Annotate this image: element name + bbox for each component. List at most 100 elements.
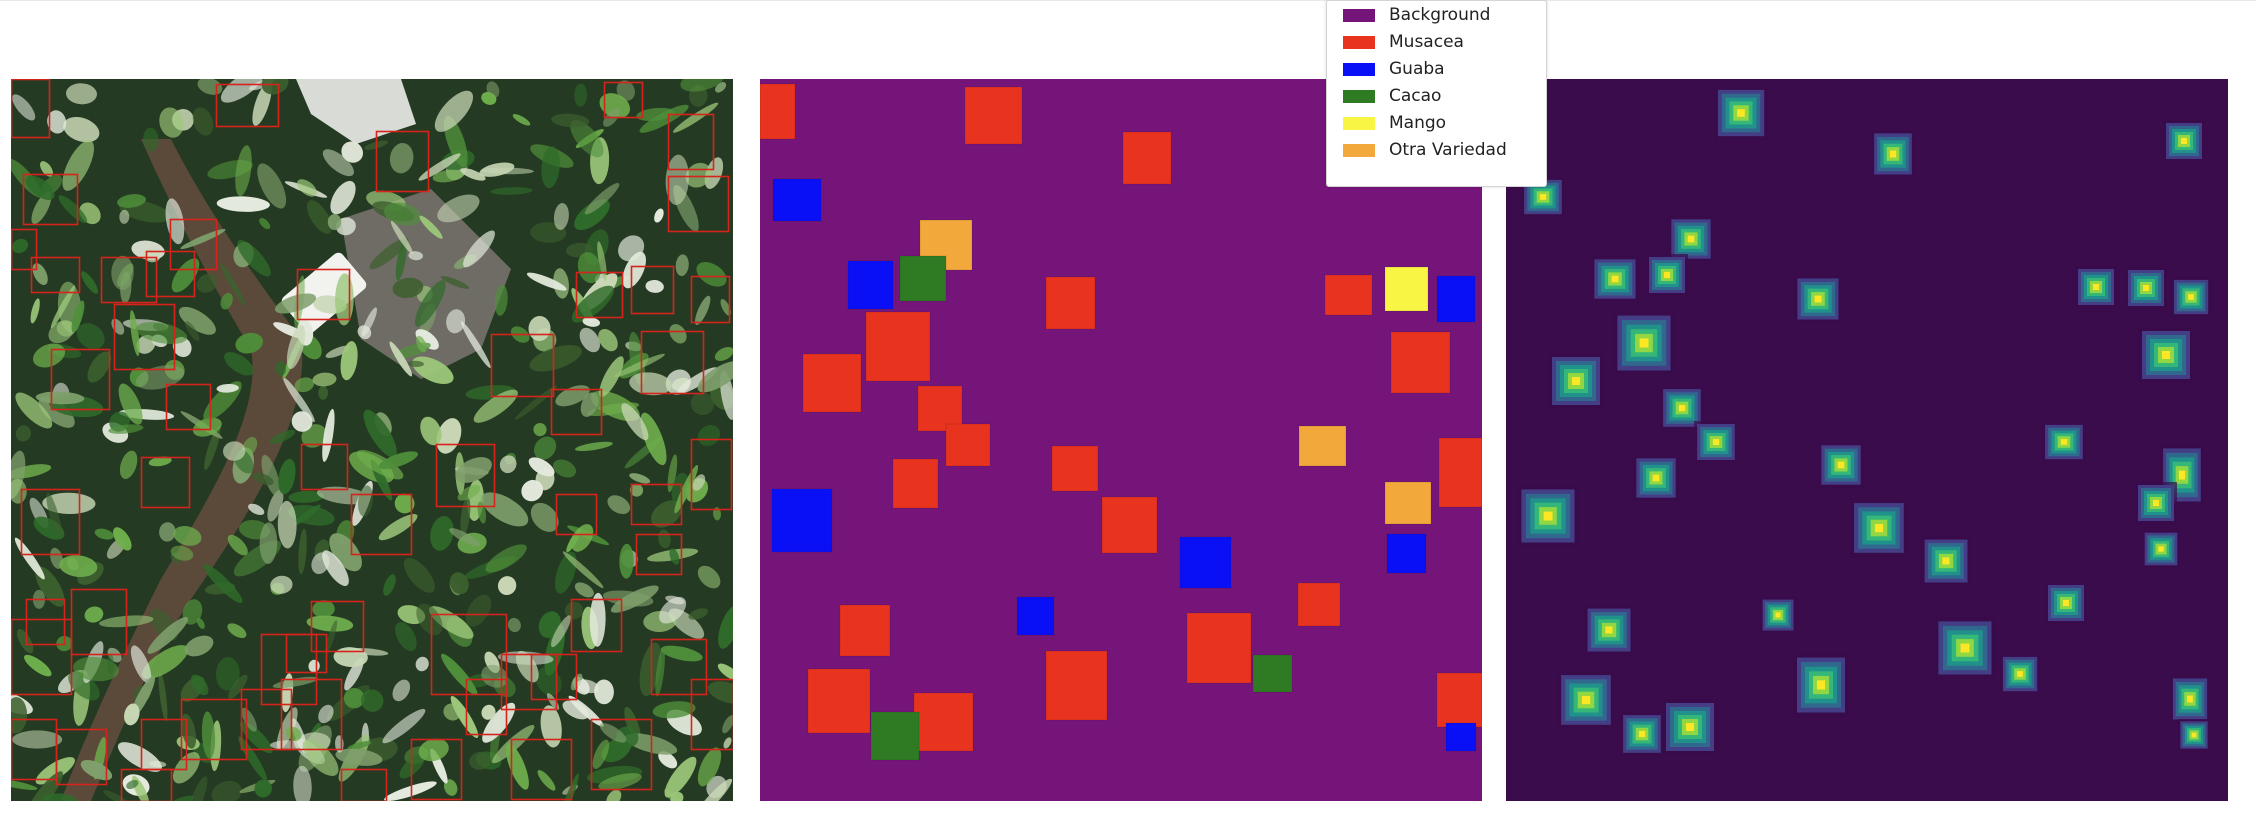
- mask-region-mus: [1436, 672, 1482, 728]
- legend-swatch: [1343, 62, 1375, 76]
- heat-peak: [1557, 671, 1615, 729]
- detection-box: [215, 83, 280, 128]
- heat-peak: [1694, 421, 1738, 463]
- heat-peak: [1934, 617, 1996, 679]
- vehicle: [281, 252, 367, 334]
- detection-box: [603, 81, 644, 119]
- legend-label: Guaba: [1389, 59, 1445, 79]
- legend-item-cacao: Cacao: [1327, 83, 1441, 109]
- mask-region-man: [1384, 266, 1429, 312]
- heat-peak: [2170, 675, 2210, 723]
- aerial-image-with-boxes: [11, 79, 733, 801]
- legend-swatch: [1343, 116, 1375, 130]
- detection-box: [169, 218, 218, 271]
- detection-box: [113, 303, 176, 371]
- detection-box: [285, 633, 328, 674]
- mask-region-otr: [1384, 481, 1432, 525]
- detection-box: [240, 688, 293, 751]
- mask-region-mus: [839, 604, 891, 657]
- heat-peak: [2075, 266, 2117, 308]
- heat-peak: [2138, 327, 2194, 383]
- detection-box: [296, 268, 351, 321]
- detection-box: [180, 698, 248, 761]
- legend-item-otra-variedad: Otra Variedad: [1327, 137, 1507, 163]
- legend-label: Mango: [1389, 113, 1447, 133]
- detection-box: [25, 598, 66, 646]
- detection-box: [100, 256, 158, 304]
- class-legend: Background Musacea Guaba Cacao Mango Otr…: [1326, 0, 1547, 187]
- heat-peak: [2045, 582, 2087, 624]
- legend-label: Musacea: [1389, 32, 1464, 52]
- detection-box: [300, 443, 349, 491]
- detection-box: [630, 483, 683, 526]
- detection-box: [667, 175, 730, 233]
- detection-box: [640, 330, 705, 395]
- mask-region-gua: [1436, 275, 1476, 323]
- mask-region-mus: [945, 423, 991, 467]
- mask-region-mus: [1438, 437, 1482, 508]
- heatmap-panel: [1506, 79, 2228, 801]
- detection-box: [500, 653, 558, 711]
- heat-peak: [2000, 654, 2040, 694]
- heat-peak: [1850, 499, 1908, 557]
- mask-region-gua: [847, 260, 894, 310]
- mask-region-mus: [913, 692, 974, 752]
- mask-region-mus: [802, 353, 862, 413]
- heat-peak: [2135, 482, 2177, 524]
- detection-box: [140, 456, 191, 509]
- detection-box: [11, 79, 51, 139]
- heat-peak: [1646, 254, 1688, 296]
- detection-box: [575, 271, 624, 319]
- detection-box: [630, 265, 675, 315]
- mask-region-gua: [772, 178, 822, 222]
- mask-region-mus: [760, 83, 796, 140]
- heat-peak: [1517, 485, 1579, 547]
- heat-peak: [1584, 605, 1634, 655]
- heat-peak: [1633, 455, 1679, 501]
- heat-peak: [1921, 536, 1971, 586]
- detection-box: [280, 678, 343, 751]
- heat-peak: [1613, 311, 1675, 375]
- mask-region-mus: [865, 311, 931, 382]
- legend-label: Background: [1389, 5, 1491, 25]
- heat-peak: [1662, 699, 1718, 755]
- mask-region-gua: [1386, 533, 1427, 574]
- mask-region-otr: [1298, 425, 1347, 467]
- heat-peak: [1818, 442, 1864, 488]
- heat-peak: [1760, 597, 1796, 633]
- mask-region-gua: [1445, 722, 1477, 752]
- mask-region-gua: [1016, 596, 1055, 636]
- mask-region-mus: [1051, 445, 1099, 492]
- heat-peak: [1548, 353, 1604, 409]
- mask-region-mus: [1186, 612, 1252, 684]
- legend-swatch: [1343, 8, 1375, 22]
- detection-box: [667, 113, 715, 171]
- mask-region-gua: [771, 488, 833, 553]
- detection-box: [120, 768, 173, 801]
- mask-region-mus: [964, 86, 1023, 145]
- top-border-line: [0, 0, 2256, 1]
- heat-peak: [1660, 386, 1704, 430]
- detection-box: [435, 443, 496, 508]
- detection-box: [690, 678, 733, 751]
- legend-swatch: [1343, 35, 1375, 49]
- detection-box: [350, 493, 413, 556]
- detection-box: [30, 256, 81, 294]
- mask-region-mus: [917, 385, 963, 432]
- detection-box: [410, 738, 463, 801]
- mask-region-gua: [1179, 536, 1232, 589]
- mask-region-mus: [1390, 331, 1451, 394]
- detection-box: [590, 718, 653, 791]
- detection-box: [11, 618, 73, 696]
- mask-region-mus: [1045, 276, 1096, 330]
- mask-region-mus: [1297, 582, 1341, 627]
- detection-box: [690, 275, 731, 324]
- legend-item-musacea: Musacea: [1327, 29, 1464, 55]
- detection-box: [340, 768, 388, 801]
- detection-box: [22, 173, 79, 226]
- mask-region-cac: [899, 255, 947, 302]
- detection-box: [530, 653, 578, 701]
- heat-peak: [1871, 130, 1915, 178]
- legend-item-guaba: Guaba: [1327, 56, 1445, 82]
- detection-box: [510, 738, 573, 801]
